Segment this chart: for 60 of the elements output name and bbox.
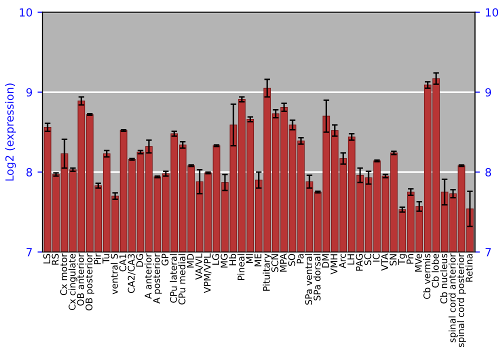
x-tick-label: Tu [102,254,110,264]
x-tick-label: CA1 [119,254,126,272]
x-tick-label: A posterior [152,253,162,304]
x-tick-label: SC [364,254,372,266]
x-tick-label: SPa dorsal [313,254,321,300]
y-tick-label: 9 [26,88,32,97]
x-tick-label: SO [288,254,296,266]
x-tick-label: RS [52,254,59,265]
x-tick-label: DG [136,254,144,267]
x-tick-label: spinal cord posterior [457,253,466,348]
x-tick-label: OB anterior [76,253,84,306]
x-tick-label: VMH [330,254,338,274]
x-tick-label: Hb [228,254,236,266]
x-tick-label: Cb nucleus [440,254,448,304]
x-tick-label: LG [212,254,220,265]
y2-tick-label: 7 [486,248,491,256]
x-tick-label: ventral S [110,254,118,294]
x-tick-label: VA/VL [195,253,203,280]
x-tick-label: SCN [271,254,278,272]
x-tick-label: Retina [465,254,473,282]
y-axis-title: Log2 (expression) [5,84,16,181]
x-tick-label: VPM/VPL [204,253,212,294]
x-tick-label: Cb lobe [432,254,439,288]
x-tick-label: Pn [406,254,414,264]
x-tick-label: SPa ventral [305,254,312,305]
x-tick-label: Tg [398,254,407,265]
x-tick-label: MPA [280,253,287,272]
x-tick-label: Pir [94,253,101,264]
x-tick-label: Pituitary [262,254,272,291]
y2-tick-label: 8 [485,168,492,176]
y-tick-label: 10 [20,8,32,17]
x-tick-label: Cb vermis [423,254,430,299]
x-tick-label: Pineal [237,254,245,280]
x-tick-label: GP [162,254,168,266]
x-tick-label: spinal cord anterior [448,253,458,342]
x-tick-label: SN [390,254,397,266]
x-tick-label: MD [187,254,194,268]
x-tick-label: CPu lateral [170,254,177,303]
y2-tick-label: 10 [486,8,498,17]
x-tick-label: LH [348,254,354,264]
x-tick-label: PAG [356,254,363,271]
x-tick-label: IC [372,254,380,262]
x-tick-label: Pa [296,254,304,264]
x-tick-label: CA2/CA3 [128,254,136,293]
x-tick-label: DM [322,254,329,268]
x-tick-label: Arc [339,254,346,268]
x-tick-label: CPu medial [178,254,186,304]
y-tick-label: 8 [26,168,32,176]
x-tick-label: A anterior [144,253,152,299]
x-tick-label: MVe [415,254,422,272]
y2-tick-label: 9 [485,88,492,97]
x-tick-label: Cx cingulate [68,254,78,310]
x-tick-label: VTA [381,253,388,271]
x-tick-label: LS [43,254,50,264]
x-tick-label: MG [220,254,228,268]
x-tick-label: Ml [246,254,253,263]
x-tick-label: Cx motor [60,253,68,296]
x-tick-label: ME [254,254,262,266]
x-tick-label: OB posterior [85,253,94,310]
y-tick-label: 7 [26,248,32,256]
